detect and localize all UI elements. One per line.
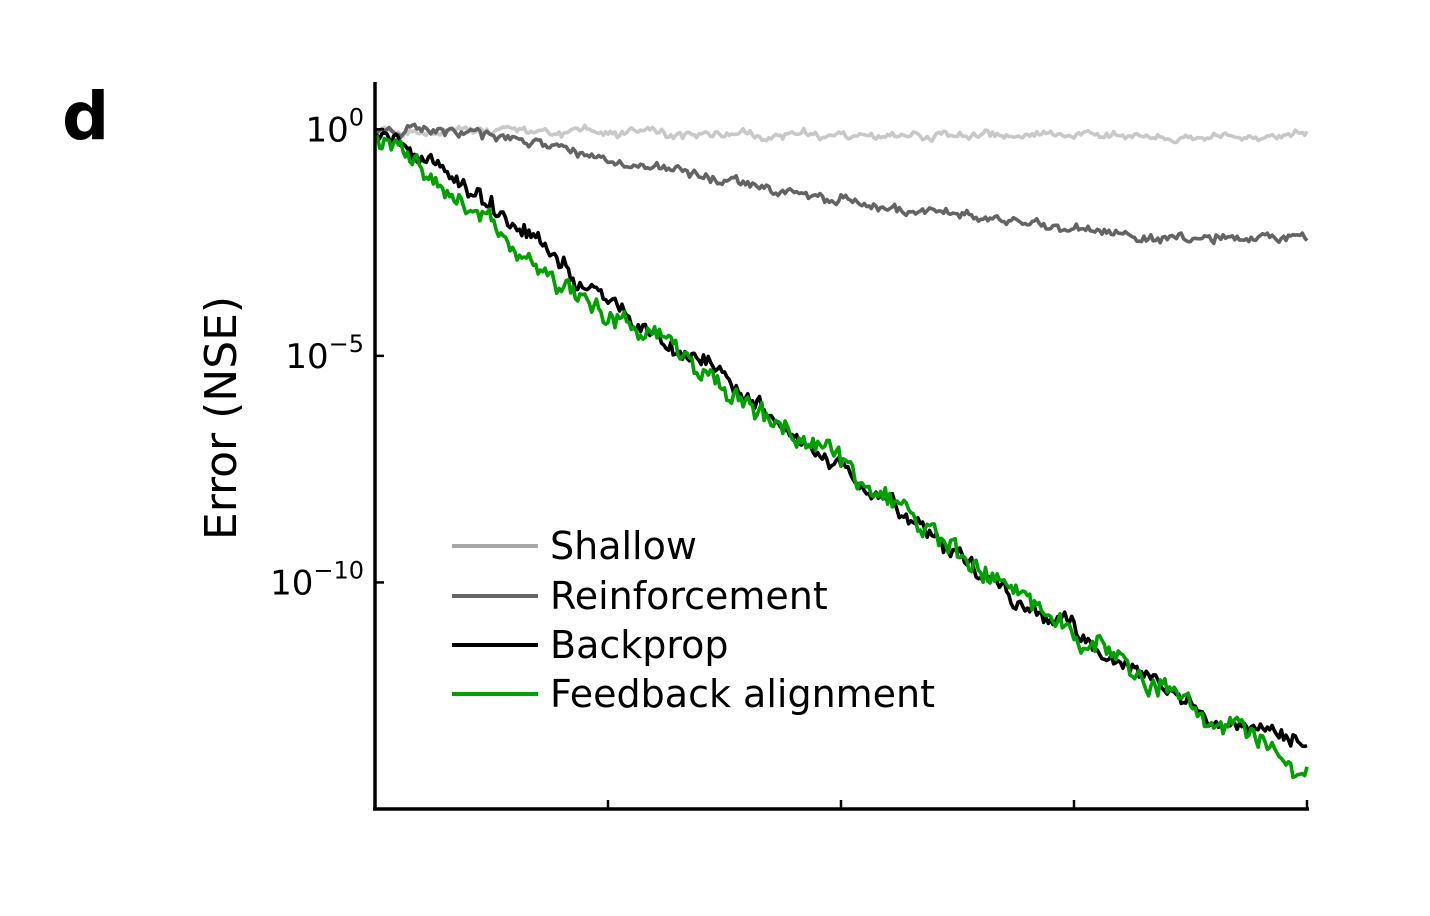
series-line-shallow	[374, 123, 1309, 145]
series-line-reinforcement	[374, 122, 1309, 246]
panel-label: d	[62, 78, 110, 155]
x-ticks	[373, 800, 1309, 809]
series-line-backprop	[374, 130, 1308, 749]
y-tick-label: 100	[305, 103, 364, 150]
y-ticks: 100 10−5 10−10	[270, 103, 384, 603]
y-tick-label: 10−10	[270, 556, 364, 603]
series-layer	[374, 122, 1309, 780]
y-axis-label: Error (NSE)	[196, 296, 247, 540]
legend-label: Feedback alignment	[550, 672, 935, 716]
legend-label: Shallow	[550, 524, 697, 568]
y-tick-label: 10−5	[285, 330, 364, 377]
legend-label: Reinforcement	[550, 574, 828, 618]
series-line-feedback-alignment	[374, 133, 1309, 780]
legend: Shallow Reinforcement Backprop Feedback ali…	[452, 524, 935, 716]
legend-label: Backprop	[550, 623, 729, 667]
